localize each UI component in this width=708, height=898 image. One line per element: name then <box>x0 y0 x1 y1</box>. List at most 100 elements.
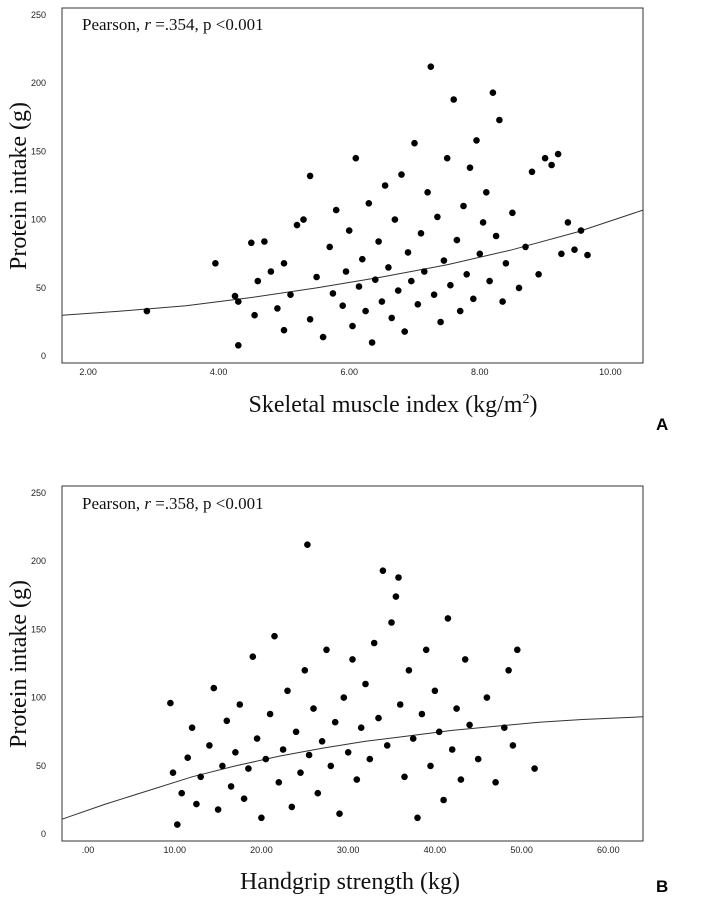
x-tick-label: 20.00 <box>250 845 273 855</box>
data-point <box>331 718 339 726</box>
data-point <box>368 339 376 346</box>
data-point <box>362 307 369 315</box>
data-point <box>564 219 572 226</box>
data-point <box>466 721 473 729</box>
fit-line-b <box>61 716 644 820</box>
panel-b: 0 50 100 150 200 250 .00 10.00 20.00 30.00 40.00 5… <box>0 449 708 898</box>
data-point <box>310 705 317 712</box>
y-tick-label: 150 <box>31 146 46 156</box>
data-point <box>434 213 441 221</box>
data-point <box>258 814 265 822</box>
data-point <box>440 257 448 264</box>
data-point <box>427 762 434 770</box>
y-tick-labels-b: 0 50 100 150 200 250 <box>31 488 46 839</box>
x-tick-label: 10.00 <box>599 367 622 377</box>
data-point <box>143 307 151 315</box>
data-point <box>411 139 418 147</box>
data-point <box>174 821 181 828</box>
data-point <box>522 243 529 251</box>
data-point <box>210 684 218 692</box>
data-point <box>444 615 452 622</box>
data-point <box>414 301 422 308</box>
data-point <box>453 236 461 244</box>
data-point <box>466 164 474 171</box>
data-point <box>275 779 283 786</box>
y-tick-label: 50 <box>36 283 46 293</box>
data-point <box>450 96 458 103</box>
y-tick-label: 100 <box>31 693 46 703</box>
data-point <box>571 246 578 253</box>
x-tick-label: .00 <box>82 845 95 855</box>
data-point <box>362 680 369 688</box>
data-point <box>401 328 409 335</box>
data-point <box>375 714 382 722</box>
data-point <box>240 795 248 802</box>
data-point <box>370 639 378 647</box>
data-point <box>501 724 508 731</box>
data-point <box>314 789 322 797</box>
data-point <box>254 277 262 285</box>
data-point <box>381 182 389 189</box>
data-point <box>421 268 428 275</box>
data-point <box>352 154 360 162</box>
data-point <box>375 238 382 245</box>
plot-area-a <box>61 7 644 364</box>
data-point <box>184 754 191 761</box>
data-point <box>391 216 399 223</box>
x-tick-label: 4.00 <box>210 367 228 377</box>
data-point <box>236 701 244 708</box>
data-point <box>357 724 365 731</box>
data-point <box>405 667 413 674</box>
data-point <box>514 646 521 654</box>
data-point <box>388 314 396 322</box>
data-point <box>548 161 555 169</box>
data-point <box>353 776 361 783</box>
data-point <box>319 333 327 341</box>
data-point <box>193 800 200 808</box>
data-point <box>306 172 314 180</box>
data-point <box>245 765 252 772</box>
data-point <box>486 277 493 285</box>
data-point <box>223 717 231 725</box>
data-point <box>440 796 447 804</box>
data-point <box>327 762 335 770</box>
y-tick-label: 0 <box>41 829 46 839</box>
data-point <box>329 290 337 297</box>
x-tick-label: 30.00 <box>337 845 360 855</box>
x-tick-label: 50.00 <box>510 845 533 855</box>
data-point <box>535 271 542 278</box>
data-point <box>323 646 330 654</box>
data-point <box>577 227 585 234</box>
data-point <box>342 268 350 275</box>
data-point <box>378 298 386 305</box>
chart-a-svg: 0 50 100 150 200 250 2.00 4.00 6.00 8.00 10.00 Pe… <box>6 7 668 434</box>
data-point <box>297 769 304 776</box>
data-point <box>167 699 174 707</box>
x-tick-labels-b: .00 10.00 20.00 30.00 40.00 50.00 60.00 <box>82 845 620 855</box>
x-tick-label: 10.00 <box>163 845 186 855</box>
data-point <box>492 779 499 786</box>
data-point <box>404 249 412 256</box>
data-point <box>344 749 352 756</box>
y-tick-label: 150 <box>31 624 46 634</box>
y-tick-label: 200 <box>31 556 46 566</box>
data-point <box>332 206 340 214</box>
data-point <box>379 567 387 574</box>
data-point <box>280 260 288 267</box>
data-point <box>366 755 374 763</box>
panel-letter-b: B <box>656 877 668 896</box>
data-point <box>431 687 439 695</box>
data-point <box>349 656 356 663</box>
data-point <box>188 724 196 731</box>
data-point <box>261 238 268 245</box>
data-point <box>212 260 219 267</box>
data-point <box>443 154 451 162</box>
data-point <box>232 749 239 756</box>
x-tick-labels-a: 2.00 4.00 6.00 8.00 10.00 <box>79 367 621 377</box>
data-point <box>509 742 517 749</box>
data-point <box>435 728 443 736</box>
data-point <box>496 116 503 124</box>
data-point <box>409 735 417 742</box>
data-point <box>408 277 415 285</box>
data-point <box>349 322 356 330</box>
